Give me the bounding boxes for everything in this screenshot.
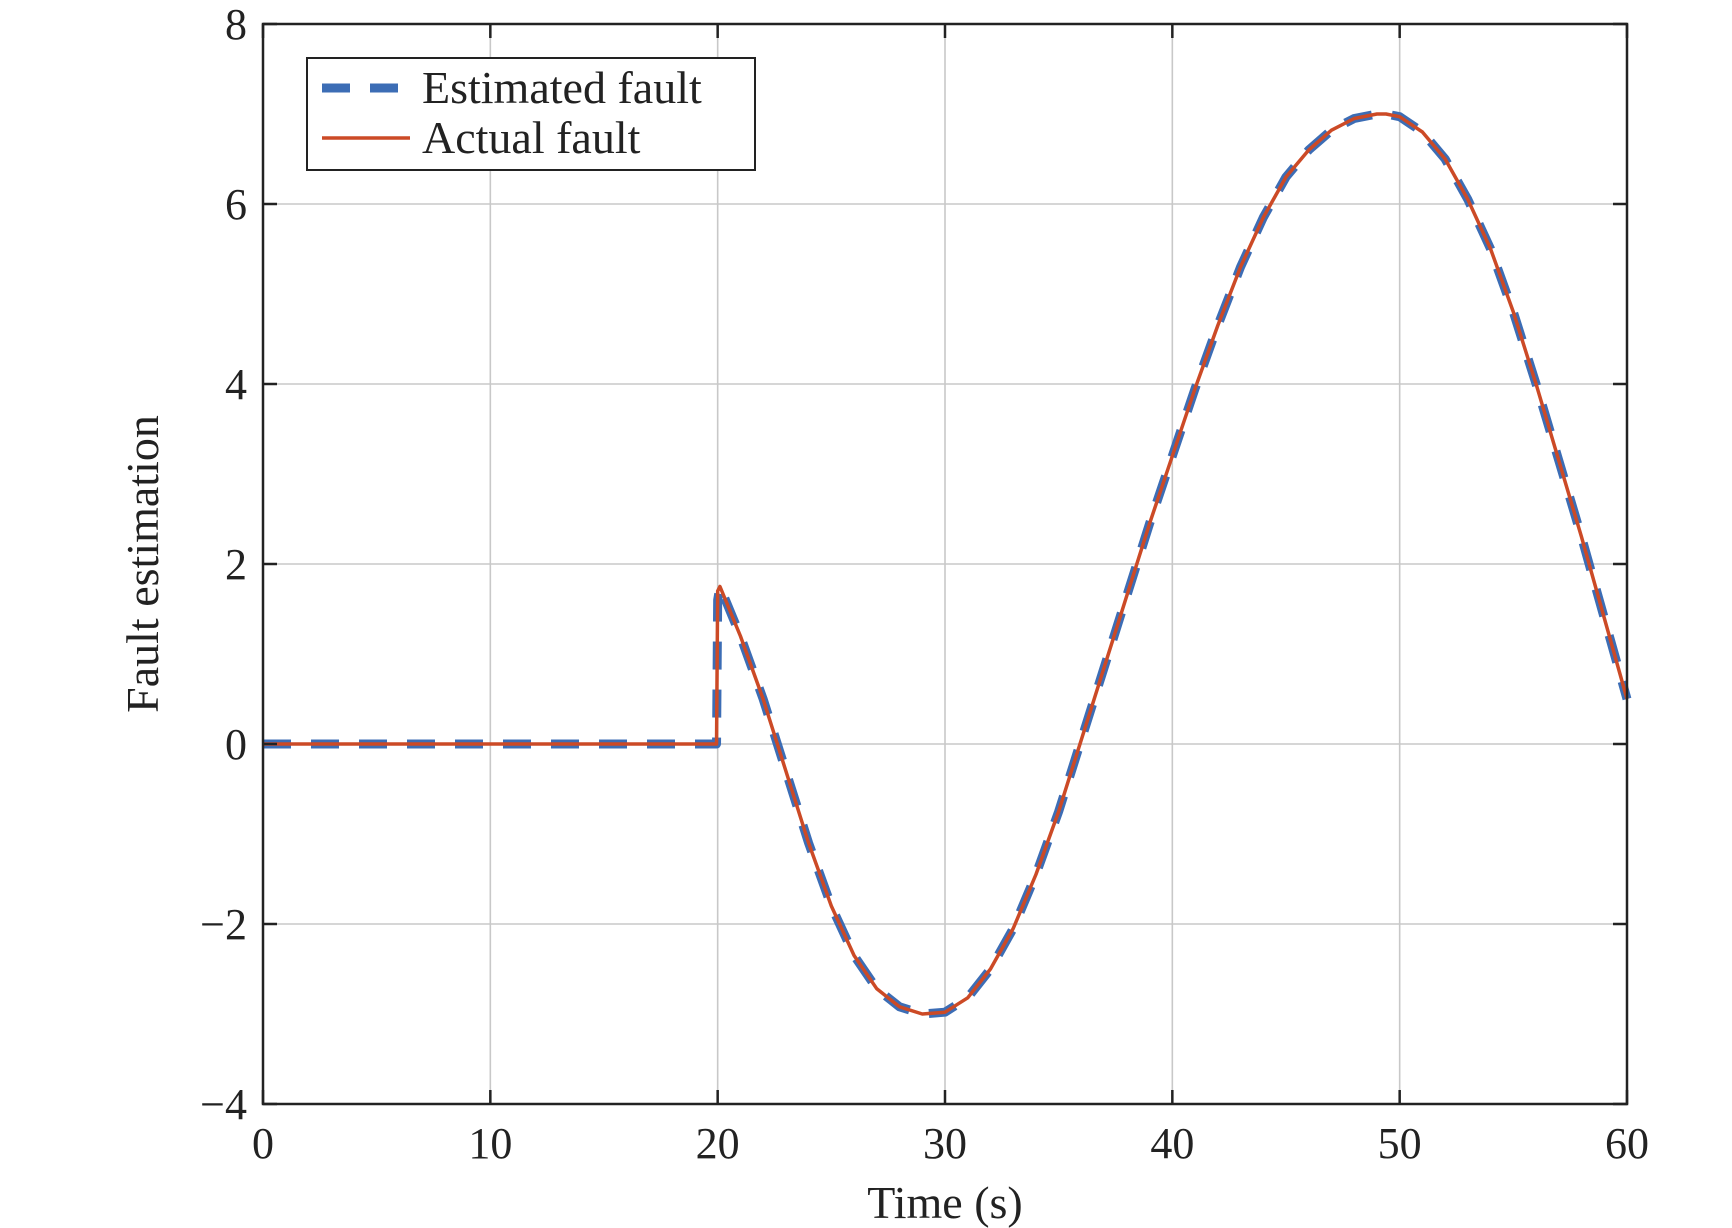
y-tick-label: 0 <box>225 720 247 769</box>
y-tick-label: −4 <box>200 1080 247 1129</box>
legend: Estimated fault Actual fault <box>306 57 756 171</box>
legend-box <box>306 57 756 171</box>
y-tick-label: 2 <box>225 540 247 589</box>
axes-frame <box>261 22 1629 1106</box>
y-tick-label: −2 <box>200 900 247 949</box>
x-tick-label: 50 <box>1378 1119 1422 1168</box>
series-line-actual-fault <box>263 112 1629 1016</box>
y-tick-label: 4 <box>225 360 247 409</box>
x-tick-label: 60 <box>1605 1119 1649 1168</box>
series-lines <box>263 109 1632 1019</box>
x-tick-label: 30 <box>923 1119 967 1168</box>
x-tick-label: 0 <box>252 1119 274 1168</box>
y-axis-title: Fault estimation <box>117 415 168 713</box>
x-tick-label: 20 <box>696 1119 740 1168</box>
y-tick-label: 6 <box>225 180 247 229</box>
legend-label-actual-fault: Actual fault <box>422 112 641 163</box>
x-axis-title: Time (s) <box>867 1177 1023 1228</box>
x-tick-label: 40 <box>1150 1119 1194 1168</box>
legend-label-estimated-fault: Estimated fault <box>422 62 702 113</box>
x-tick-label: 10 <box>468 1119 512 1168</box>
tick-labels: 0 10 20 30 40 50 60 −4 −2 0 2 4 6 8 <box>200 0 1649 1168</box>
y-tick-label: 8 <box>225 0 247 49</box>
